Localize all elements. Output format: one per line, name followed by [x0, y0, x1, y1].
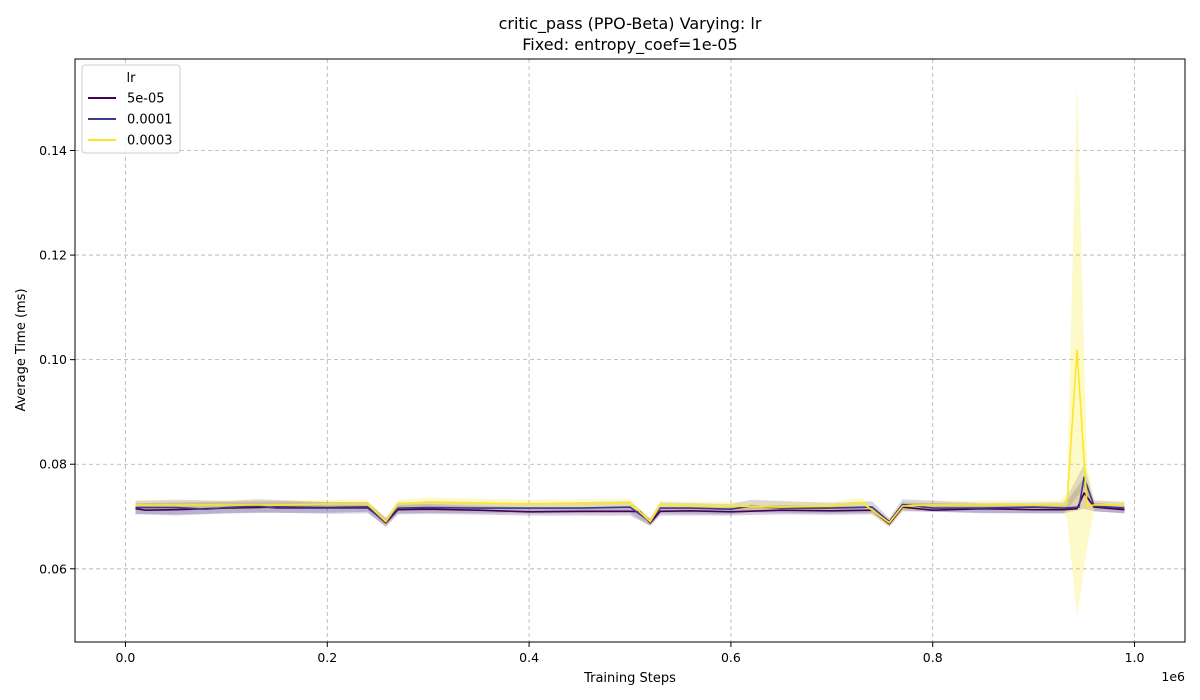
band-0.0001 — [135, 464, 1125, 526]
legend-entries: 5e-05 0.0001 0.0003 — [88, 92, 173, 149]
x-tick-label: 0.8 — [923, 650, 943, 665]
series-line-5e-05 — [135, 492, 1125, 525]
x-tick-label: 0.6 — [721, 650, 741, 665]
y-axis-label: Average Time (ms) — [14, 288, 29, 411]
confidence-bands — [135, 82, 1125, 616]
band-0.0003 — [135, 82, 1125, 616]
chart-title-line2: Fixed: entropy_coef=1e-05 — [522, 35, 737, 55]
y-axis-ticks: 0.06 0.08 0.10 0.12 0.14 — [39, 143, 75, 576]
grid — [75, 59, 1185, 642]
chart-title-line1: critic_pass (PPO-Beta) Varying: lr — [499, 14, 762, 34]
legend-title: lr — [127, 71, 137, 86]
x-axis-label: Training Steps — [583, 671, 676, 686]
x-tick-label: 1.0 — [1125, 650, 1145, 665]
y-tick-label: 0.06 — [39, 561, 67, 576]
y-tick-label: 0.14 — [39, 143, 67, 158]
x-axis-ticks: 0.0 0.2 0.4 0.6 0.8 1.0 — [116, 642, 1145, 665]
x-axis-offset-label: 1e6 — [1161, 669, 1185, 684]
x-tick-label: 0.4 — [519, 650, 539, 665]
y-tick-label: 0.08 — [39, 457, 67, 472]
x-tick-label: 0.0 — [116, 650, 136, 665]
series-line-0.0003 — [135, 349, 1125, 524]
plot-frame — [74, 58, 1186, 643]
legend-label-0.0001: 0.0001 — [127, 113, 173, 128]
legend-label-5e-05: 5e-05 — [127, 92, 165, 107]
legend-label-0.0003: 0.0003 — [127, 134, 173, 149]
legend: lr 5e-05 0.0001 0.0003 — [81, 64, 181, 154]
y-tick-label: 0.12 — [39, 248, 67, 263]
legend-box — [81, 64, 181, 154]
series-line-0.0001 — [135, 476, 1125, 523]
series-lines — [135, 349, 1125, 525]
x-tick-label: 0.2 — [317, 650, 337, 665]
y-tick-label: 0.10 — [39, 352, 67, 367]
